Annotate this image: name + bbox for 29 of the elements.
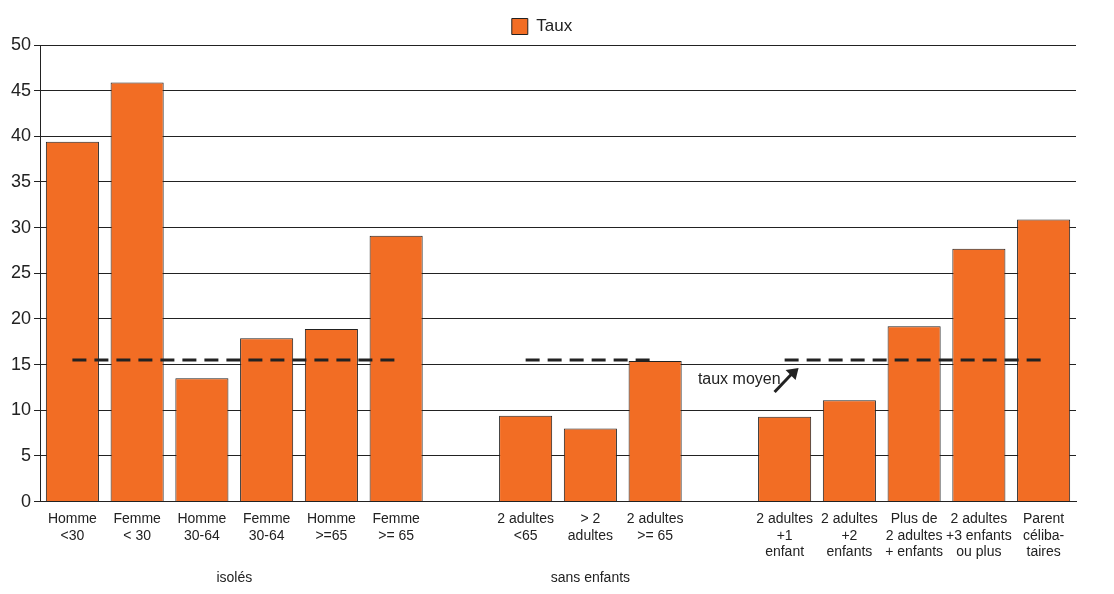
annotation: taux moyen bbox=[697, 370, 781, 388]
legend-label: Taux bbox=[536, 16, 573, 36]
y-tick-label: 40 bbox=[10, 125, 32, 146]
y-tick-label: 20 bbox=[10, 307, 32, 328]
x-tick-label: 2 adultes +2 enfants bbox=[820, 509, 878, 560]
y-tick-label: 25 bbox=[10, 262, 32, 283]
x-tick-label: Femme 30-64 bbox=[242, 509, 291, 543]
x-tick-label: 2 adultes >= 65 bbox=[626, 509, 684, 543]
x-tick-label: 2 adultes +1 enfant bbox=[756, 509, 814, 560]
y-tick-label: 10 bbox=[10, 399, 32, 420]
y-tick-label: 15 bbox=[10, 353, 32, 374]
x-tick-label: > 2 adultes bbox=[567, 509, 613, 543]
x-tick-label: Homme >=65 bbox=[306, 509, 357, 543]
y-tick-label: 45 bbox=[10, 79, 32, 100]
y-tick-label: 50 bbox=[10, 33, 32, 54]
text: sans enfants bbox=[550, 569, 631, 585]
y-tick-label: 35 bbox=[10, 170, 32, 191]
y-tick-label: 5 bbox=[21, 444, 32, 465]
x-tick-label: Homme <30 bbox=[47, 509, 98, 543]
x-tick-label: Femme >= 65 bbox=[372, 509, 421, 543]
x-tick-label: Homme 30-64 bbox=[177, 509, 227, 543]
x-tick-label: Parent céliba- taires bbox=[1023, 509, 1065, 560]
y-tick-label: 0 bbox=[21, 490, 32, 511]
x-tick-label: 2 adultes <65 bbox=[497, 509, 555, 543]
text: isolés bbox=[216, 569, 253, 585]
x-tick-label: Plus de 2 adultes + enfants bbox=[885, 509, 944, 560]
x-tick-label: Femme < 30 bbox=[113, 509, 162, 543]
y-tick-label: 30 bbox=[10, 216, 32, 237]
x-tick-label: 2 adultes +3 enfants ou plus bbox=[945, 509, 1012, 560]
